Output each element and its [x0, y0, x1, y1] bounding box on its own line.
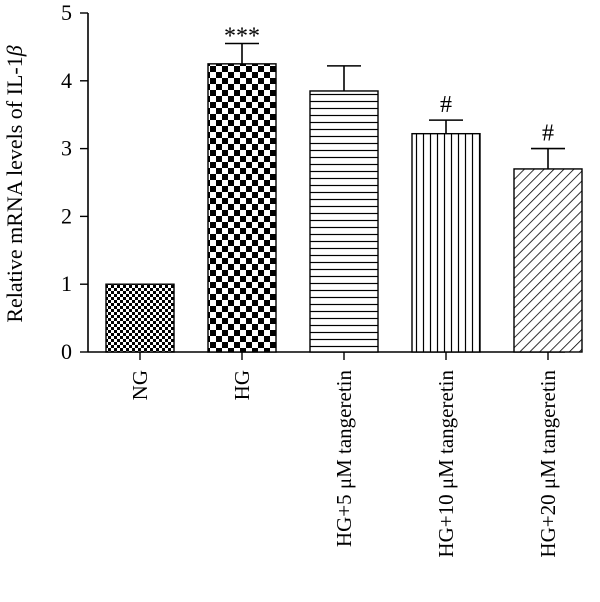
annotation-1: *** [224, 24, 260, 50]
bar-3 [411, 132, 481, 353]
x-category-label-4: HG+20 μM tangeretin [536, 370, 560, 558]
x-category-label-1: HG [230, 370, 254, 400]
bar-0 [105, 283, 175, 353]
annotation-3: # [440, 92, 452, 118]
y-tick-label: 2 [61, 203, 72, 228]
significance-annotations: *** # # [224, 24, 554, 147]
annotation-4: # [542, 121, 554, 147]
bar-1 [207, 63, 277, 353]
x-category-label-3: HG+10 μM tangeretin [434, 370, 458, 558]
y-tick-label: 1 [61, 271, 72, 296]
y-axis-label: Relative mRNA levels of IL-1β [2, 45, 27, 322]
x-category-label-0: NG [128, 370, 152, 400]
bars [105, 63, 583, 353]
y-ticks: 0 1 2 3 4 5 [61, 0, 88, 364]
x-category-label-2: HG+5 μM tangeretin [332, 370, 356, 548]
x-ticks [139, 352, 549, 360]
bar-2 [309, 90, 379, 353]
bar-4 [513, 168, 583, 353]
error-bars [225, 42, 565, 169]
x-category-labels: NG HG HG+5 μM tangeretin HG+10 μM tangereti… [128, 370, 560, 558]
y-tick-label: 4 [61, 68, 72, 93]
y-tick-label: 5 [61, 0, 72, 25]
y-tick-label: 3 [61, 136, 72, 161]
y-tick-label: 0 [61, 339, 72, 364]
